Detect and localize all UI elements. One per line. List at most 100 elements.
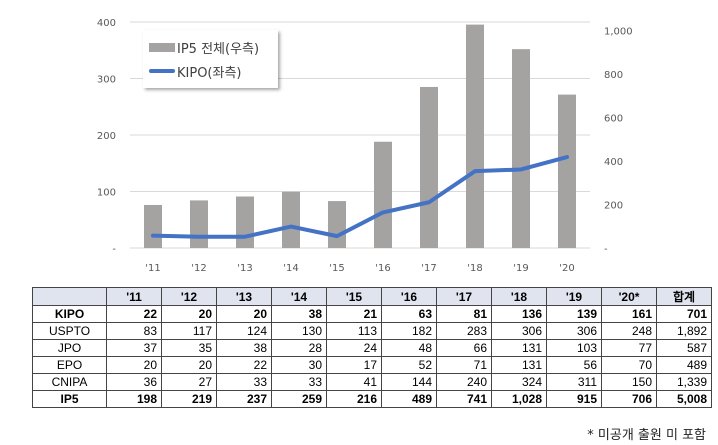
bar [190,200,208,248]
table-cell: 35 [161,339,217,357]
table-cell: 259 [271,390,327,408]
table-cell: 17 [326,356,382,374]
table-cell: 161 [601,305,657,323]
row-label: KIPO [32,305,107,323]
legend-swatch-line [149,69,175,73]
table-cell: 324 [491,373,547,391]
combo-chart: - 100 200 300 400 - 200 400 600 800 1,000 '11 '12 '13… [97,18,633,274]
table-row: EPO 20 20 22 30 17 52 71 131 56 70 489 [32,356,712,374]
table-cell: 22 [106,305,162,323]
bar [328,201,346,248]
table-cell: 22 [216,356,272,374]
bar [558,94,576,248]
table-cell: 77 [601,339,657,357]
table-cell: 240 [436,373,492,391]
left-tick-label: 100 [97,188,116,199]
column-header: '20* [601,287,657,306]
column-header: '13 [216,287,272,306]
right-tick-label: - [604,244,608,255]
table-cell: 24 [326,339,382,357]
table-cell: 311 [546,373,602,391]
data-table: '11'12'13'14'15'16'17'18'19'20* 합계 KIPO 22… [32,287,712,408]
corner-cell [32,287,107,306]
table-cell: 21 [326,305,382,323]
table-cell: 706 [601,390,657,408]
table-cell: 283 [436,322,492,340]
bar [374,141,392,248]
kipo-line [151,155,569,239]
table-cell: 63 [381,305,437,323]
table-cell: 306 [491,322,547,340]
column-header: '19 [546,287,602,306]
table-cell: 113 [326,322,382,340]
table-cell: 33 [216,373,272,391]
table-cell: 136 [491,305,547,323]
row-label: CNIPA [32,373,107,391]
x-tick-label: '15 [329,263,344,274]
row-label: JPO [32,339,107,357]
table-cell: 1,339 [656,373,712,391]
legend-swatch-bar [149,42,175,52]
table-cell: 56 [546,356,602,374]
column-header: '17 [436,287,492,306]
table-cell: 216 [326,390,382,408]
column-header: '11 [106,287,162,306]
table-cell: 52 [381,356,437,374]
table-cell: 144 [381,373,437,391]
legend-label: KIPO(좌측) [177,65,242,81]
table-cell: 27 [161,373,217,391]
table-cell: 117 [161,322,217,340]
table-row: CNIPA 36 27 33 33 41 144 240 324 311 150 1,339 [32,373,712,391]
footnote: * 미공개 출원 미 포함 [587,428,706,443]
x-tick-label: '12 [191,263,206,274]
table-cell: 124 [216,322,272,340]
table-cell: 237 [216,390,272,408]
column-header: '16 [381,287,437,306]
bar [466,24,484,248]
x-tick-label: '13 [237,263,252,274]
table-cell: 130 [271,322,327,340]
table-cell: 83 [106,322,162,340]
legend: IP5 전체(우측) KIPO(좌측) [143,30,278,88]
x-tick-label: '11 [145,263,160,274]
table-cell: 37 [106,339,162,357]
table-cell: 489 [656,356,712,374]
legend-label: IP5 전체(우측) [177,41,260,57]
bar [512,49,530,249]
table-cell: 248 [601,322,657,340]
table-cell: 741 [436,390,492,408]
legend-item-kipo: KIPO(좌측) [149,59,278,83]
table-cell: 20 [106,356,162,374]
bar [282,191,300,248]
table-cell: 182 [381,322,437,340]
table-cell: 306 [546,322,602,340]
table-cell: 103 [546,339,602,357]
table-row: USPTO 83 117 124 130 113 182 283 306 306 248 1,892 [32,322,712,340]
x-tick-label: '14 [283,263,298,274]
bar [144,204,162,248]
column-header: '12 [161,287,217,306]
table-cell: 71 [436,356,492,374]
table-cell: 70 [601,356,657,374]
table-cell: 81 [436,305,492,323]
row-label: IP5 [32,390,107,408]
x-tick-label: '20 [559,263,574,274]
column-header: '15 [326,287,382,306]
x-tick-label: '16 [375,263,390,274]
table-cell: 915 [546,390,602,408]
right-tick-label: 1,000 [604,27,633,38]
bar [420,86,438,248]
table-cell: 131 [491,356,547,374]
table-cell: 587 [656,339,712,357]
left-tick-label: 300 [97,75,116,86]
x-tick-label: '17 [421,263,436,274]
table-cell: 150 [601,373,657,391]
right-tick-label: 600 [604,114,623,125]
table-cell: 20 [216,305,272,323]
table-cell: 30 [271,356,327,374]
column-header: '18 [491,287,547,306]
table-cell: 66 [436,339,492,357]
table-cell: 139 [546,305,602,323]
legend-item-ip5: IP5 전체(우측) [149,35,278,59]
table-cell: 489 [381,390,437,408]
